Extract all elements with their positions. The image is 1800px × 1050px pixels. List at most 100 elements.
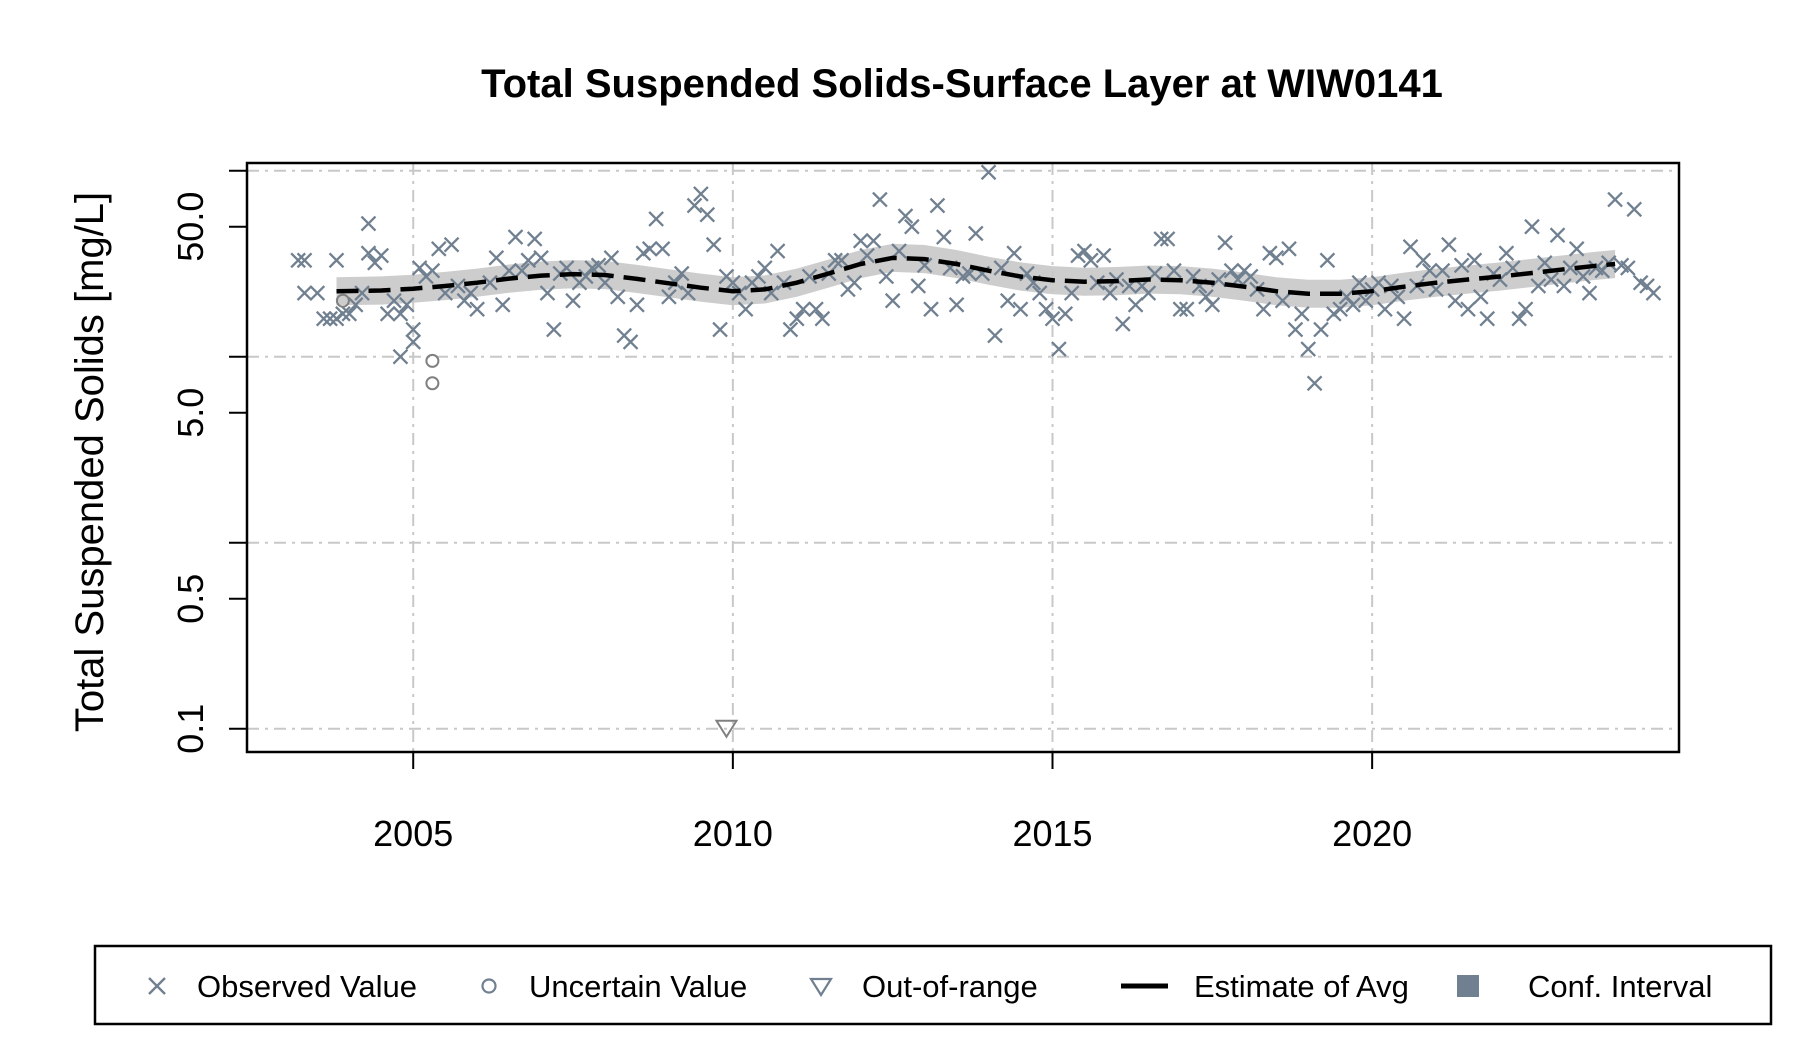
observed-point <box>910 278 927 294</box>
observed-point <box>290 252 306 269</box>
observed-point <box>514 262 530 279</box>
observed-point <box>335 306 351 322</box>
observed-point <box>1517 301 1534 318</box>
observed-point <box>1370 274 1387 291</box>
observed-point <box>795 301 811 318</box>
observed-point <box>923 301 939 318</box>
observed-point <box>1562 260 1579 276</box>
observed-point <box>501 262 517 279</box>
observed-point <box>1415 252 1432 269</box>
observed-point <box>725 274 741 291</box>
observed-point <box>392 306 409 322</box>
legend-label-ci: Conf. Interval <box>1528 969 1712 1004</box>
observed-point <box>399 297 415 313</box>
legend-label-uncertain: Uncertain Value <box>529 969 747 1004</box>
observed-point <box>392 348 409 365</box>
observed-point <box>641 241 658 257</box>
observed-point <box>462 285 479 301</box>
observed-point <box>1262 245 1278 262</box>
observed-point <box>1447 292 1464 309</box>
observed-point <box>1172 301 1189 318</box>
observed-point <box>987 327 1003 344</box>
observed-point <box>776 274 792 291</box>
observed-point <box>1453 257 1470 274</box>
observed-point <box>1581 285 1598 301</box>
y-tick-label: 50.0 <box>170 192 211 262</box>
observed-point <box>1242 268 1259 285</box>
legend-item-ci: Conf. Interval <box>1457 969 1712 1004</box>
observed-point <box>673 265 690 282</box>
observed-point <box>1626 201 1643 218</box>
observed-point <box>1441 236 1457 253</box>
observed-point <box>884 292 901 309</box>
observed-point <box>622 334 639 350</box>
observed-point <box>936 229 952 245</box>
uncertain-point <box>335 293 350 308</box>
legend: Observed Value Uncertain Value Out-of-ra… <box>93 944 1773 1026</box>
observed-point <box>546 321 562 338</box>
observed-point <box>1568 241 1585 257</box>
observed-point <box>296 252 313 269</box>
observed-point <box>1140 285 1157 301</box>
x-axis: 2005 2010 2015 2020 <box>373 752 1412 854</box>
observed-point <box>788 310 805 327</box>
observed-point <box>1217 234 1233 251</box>
observed-point <box>309 285 326 301</box>
observed-point <box>539 285 556 301</box>
legend-item-uncertain: Uncertain Value <box>481 969 747 1004</box>
observed-point <box>386 292 402 309</box>
observed-point <box>737 301 754 318</box>
observed-point <box>852 232 869 249</box>
observed-point <box>750 268 767 285</box>
observed-point <box>712 321 728 338</box>
observed-point <box>341 306 358 322</box>
observed-point <box>520 252 537 269</box>
observed-point <box>469 301 485 318</box>
y-axis: 0.1 0.5 5.0 50.0 <box>170 169 247 754</box>
observed-point <box>424 262 441 279</box>
y-tick-label: 5.0 <box>170 388 211 438</box>
observed-point <box>654 241 671 257</box>
observed-point <box>1255 301 1272 318</box>
observed-point <box>1178 301 1195 318</box>
legend-square-marker <box>1457 975 1479 997</box>
observed-point <box>1313 321 1329 338</box>
observed-point <box>1549 227 1566 244</box>
observed-point <box>1460 301 1476 318</box>
observed-point <box>999 292 1016 309</box>
legend-item-observed: Observed Value <box>148 969 417 1004</box>
observed-point <box>360 245 377 262</box>
observed-point <box>1038 301 1054 318</box>
observed-point <box>904 218 920 235</box>
y-axis-label: Total Suspended Solids [mg/L] <box>68 192 112 732</box>
observed-point <box>603 250 620 266</box>
observed-point <box>1607 191 1623 208</box>
observed-point <box>865 232 882 249</box>
observed-point <box>699 206 716 223</box>
observed-point <box>1153 231 1169 247</box>
observed-point <box>808 301 824 318</box>
observed-point <box>533 250 549 266</box>
observed-point <box>1536 254 1553 271</box>
observed-point <box>782 321 799 338</box>
out-of-range-points <box>714 719 739 739</box>
observed-points <box>290 164 1662 392</box>
legend-label-out-of-range: Out-of-range <box>862 969 1038 1004</box>
observed-point <box>1421 262 1438 279</box>
observed-point <box>1325 306 1342 322</box>
estimate-of-avg-line <box>336 255 1616 297</box>
observed-point <box>929 197 946 214</box>
observed-point <box>1389 288 1406 305</box>
observed-point <box>296 285 313 301</box>
observed-point <box>405 321 422 338</box>
observed-point <box>1294 306 1310 322</box>
x-tick-label: 2015 <box>1012 813 1092 854</box>
observed-point <box>629 297 645 313</box>
observed-point <box>1511 310 1527 327</box>
observed-point <box>1530 278 1547 294</box>
legend-label-estimate: Estimate of Avg <box>1194 969 1409 1004</box>
observed-point <box>1057 306 1074 322</box>
observed-point <box>757 260 773 276</box>
observed-point <box>405 334 422 350</box>
observed-point <box>411 260 428 276</box>
